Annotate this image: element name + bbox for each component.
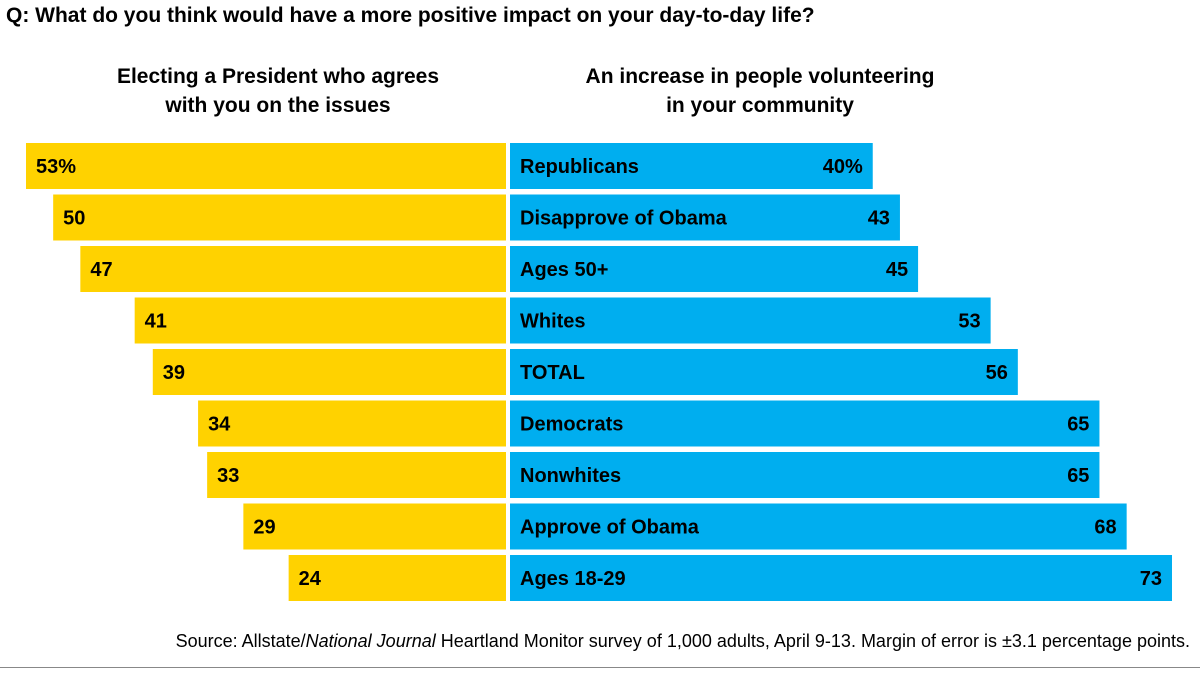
right-bar	[510, 503, 1127, 550]
right-value-label: 56	[986, 362, 1008, 384]
category-label: Nonwhites	[520, 465, 621, 487]
left-value-label: 29	[253, 517, 275, 539]
right-bar	[510, 400, 1100, 447]
category-label: Disapprove of Obama	[520, 208, 728, 230]
right-value-label: 40%	[823, 156, 863, 178]
source-prefix: Source: Allstate/	[175, 631, 306, 651]
left-bar	[243, 503, 506, 550]
left-value-label: 33	[217, 465, 239, 487]
right-bar	[510, 143, 873, 189]
right-series-header: An increase in people volunteering in yo…	[560, 62, 960, 120]
left-value-label: 34	[208, 414, 231, 436]
right-bar	[510, 349, 1018, 395]
left-series-header-line-2: with you on the issues	[165, 94, 391, 117]
right-bar	[510, 452, 1100, 498]
left-bar	[134, 297, 506, 344]
left-bar	[53, 194, 507, 241]
source-note: Source: Allstate/National Journal Heartl…	[0, 631, 1190, 652]
category-label: Ages 50+	[520, 259, 608, 281]
category-label: Democrats	[520, 414, 623, 436]
right-value-label: 68	[1094, 517, 1116, 539]
right-value-label: 73	[1140, 568, 1162, 590]
left-value-label: 47	[90, 259, 112, 281]
right-value-label: 65	[1067, 465, 1089, 487]
source-suffix: Heartland Monitor survey of 1,000 adults…	[435, 631, 1190, 651]
left-value-label: 53%	[36, 156, 76, 178]
left-bar	[288, 555, 506, 601]
category-label: TOTAL	[520, 362, 585, 384]
right-value-label: 45	[886, 259, 908, 281]
right-bar	[510, 297, 991, 344]
left-bar	[26, 143, 506, 189]
left-value-label: 50	[63, 208, 85, 230]
category-label: Republicans	[520, 156, 639, 178]
right-value-label: 65	[1067, 414, 1089, 436]
bottom-divider	[0, 667, 1200, 668]
right-series-header-line-1: An increase in people volunteering	[585, 65, 935, 88]
right-series-header-line-2: in your community	[666, 94, 854, 117]
category-label: Whites	[520, 311, 586, 333]
left-value-label: 41	[145, 311, 167, 333]
left-series-header: Electing a President who agrees with you…	[78, 62, 478, 120]
right-bar	[510, 194, 900, 241]
left-series-header-line-1: Electing a President who agrees	[116, 65, 440, 88]
right-bar	[510, 555, 1172, 601]
question-title: Q: What do you think would have a more p…	[6, 4, 815, 27]
right-value-label: 53	[958, 311, 980, 333]
right-value-label: 43	[868, 208, 890, 230]
left-value-label: 39	[163, 362, 185, 384]
left-bar	[80, 246, 506, 292]
left-value-label: 24	[299, 568, 322, 590]
category-label: Approve of Obama	[520, 517, 700, 539]
category-label: Ages 18-29	[520, 568, 626, 590]
left-bar	[152, 349, 506, 395]
source-publication: National Journal	[305, 631, 436, 651]
left-bar	[198, 400, 506, 447]
right-bar	[510, 246, 919, 292]
left-bar	[207, 452, 506, 498]
